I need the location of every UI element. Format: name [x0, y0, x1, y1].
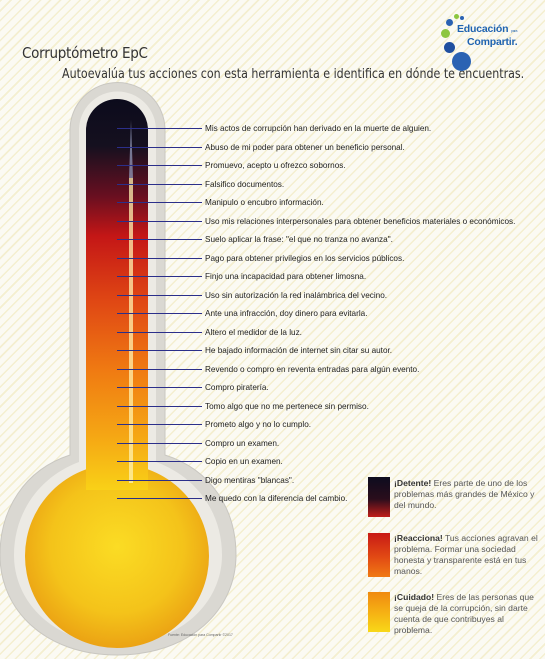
logo-word-1: Educación: [457, 23, 509, 35]
scale-tick: [117, 480, 202, 481]
scale-item-label: Compro un examen.: [205, 439, 280, 448]
legend-swatch-reacciona: [368, 533, 390, 577]
scale-tick: [117, 406, 202, 407]
scale-item-label: Manipulo o encubro información.: [205, 198, 324, 207]
page-subtitle: Autoevalúa tus acciones con esta herrami…: [62, 66, 525, 82]
scale-item-label: Me quedo con la diferencia del cambio.: [205, 494, 348, 503]
scale-item-label: Mis actos de corrupción han derivado en …: [205, 124, 432, 133]
scale-tick: [117, 128, 202, 129]
legend-text-cuidado: ¡Cuidado! Eres de las personas que se qu…: [394, 592, 539, 636]
logo-dot-icon: [452, 52, 471, 71]
scale-item-label: Abuso de mi poder para obtener un benefi…: [205, 143, 405, 152]
scale-tick: [117, 369, 202, 370]
scale-tick: [117, 295, 202, 296]
page-title: Corruptómetro EpC: [22, 44, 148, 62]
scale-tick: [117, 184, 202, 185]
scale-item-label: Tomo algo que no me pertenece sin permis…: [205, 402, 369, 411]
legend-body: Eres de las personas que se queja de la …: [394, 592, 534, 635]
logo-dot-icon: [460, 16, 464, 20]
scale-tick: [117, 221, 202, 222]
scale-tick: [117, 239, 202, 240]
legend-swatch-cuidado: [368, 592, 390, 632]
scale-item-label: Finjo una incapacidad para obtener limos…: [205, 272, 367, 281]
scale-item-label: Falsifico documentos.: [205, 180, 285, 189]
scale-item-label: Altero el medidor de la luz.: [205, 328, 302, 337]
scale-tick: [117, 424, 202, 425]
scale-item-label: Suelo aplicar la frase: "el que no tranz…: [205, 235, 393, 244]
scale-item-label: Digo mentiras "blancas".: [205, 476, 295, 485]
legend-body: Eres parte de uno de los problemas más g…: [394, 478, 535, 510]
scale-tick: [117, 332, 202, 333]
educacion-para-compartir-logo: Educación para Compartir.: [440, 14, 540, 71]
thermometer-bulb: [25, 464, 209, 648]
scale-item-label: He bajado información de internet sin ci…: [205, 346, 393, 355]
scale-tick: [117, 276, 202, 277]
scale-tick: [117, 202, 202, 203]
thermometer-tube-highlight: [129, 178, 133, 483]
scale-tick: [117, 387, 202, 388]
scale-tick: [117, 461, 202, 462]
legend-heading: ¡Detente!: [394, 478, 432, 488]
scale-tick: [117, 147, 202, 148]
scale-tick: [117, 165, 202, 166]
scale-tick: [117, 258, 202, 259]
legend-text-reacciona: ¡Reacciona! Tus acciones agravan el prob…: [394, 533, 539, 577]
scale-tick: [117, 498, 202, 499]
logo-dot-icon: [446, 19, 453, 26]
scale-item-label: Uso mis relaciones interpersonales para …: [205, 217, 516, 226]
scale-item-label: Promuevo, acepto u ofrezco sobornos.: [205, 161, 346, 170]
scale-tick: [117, 443, 202, 444]
scale-item-label: Uso sin autorización la red inalámbrica …: [205, 291, 388, 300]
scale-item-label: Compro piratería.: [205, 383, 269, 392]
scale-item-label: Revendo o compro en reventa entradas par…: [205, 365, 420, 374]
logo-word-small: para: [511, 29, 518, 33]
legend-swatch-detente: [368, 477, 390, 517]
scale-tick: [117, 350, 202, 351]
source-footnote: Fuente: Educación para Compartir ©2017: [168, 633, 233, 637]
logo-dot-icon: [444, 42, 455, 53]
scale-item-label: Ante una infracción, doy dinero para evi…: [205, 309, 368, 318]
legend-heading: ¡Cuidado!: [394, 592, 435, 602]
scale-item-label: Prometo algo y no lo cumplo.: [205, 420, 312, 429]
legend-heading: ¡Reacciona!: [394, 533, 443, 543]
legend-body: Tus acciones agravan el problema. Formar…: [394, 533, 538, 576]
logo-dot-icon: [441, 29, 450, 38]
legend-text-detente: ¡Detente! Eres parte de uno de los probl…: [394, 478, 539, 511]
thermometer-tube-highlight: [129, 120, 133, 178]
scale-item-label: Pago para obtener privilegios en los ser…: [205, 254, 405, 263]
logo-word-2: Compartir.: [467, 36, 518, 48]
scale-tick: [117, 313, 202, 314]
logo-dot-icon: [454, 14, 459, 19]
scale-item-label: Copio en un examen.: [205, 457, 283, 466]
